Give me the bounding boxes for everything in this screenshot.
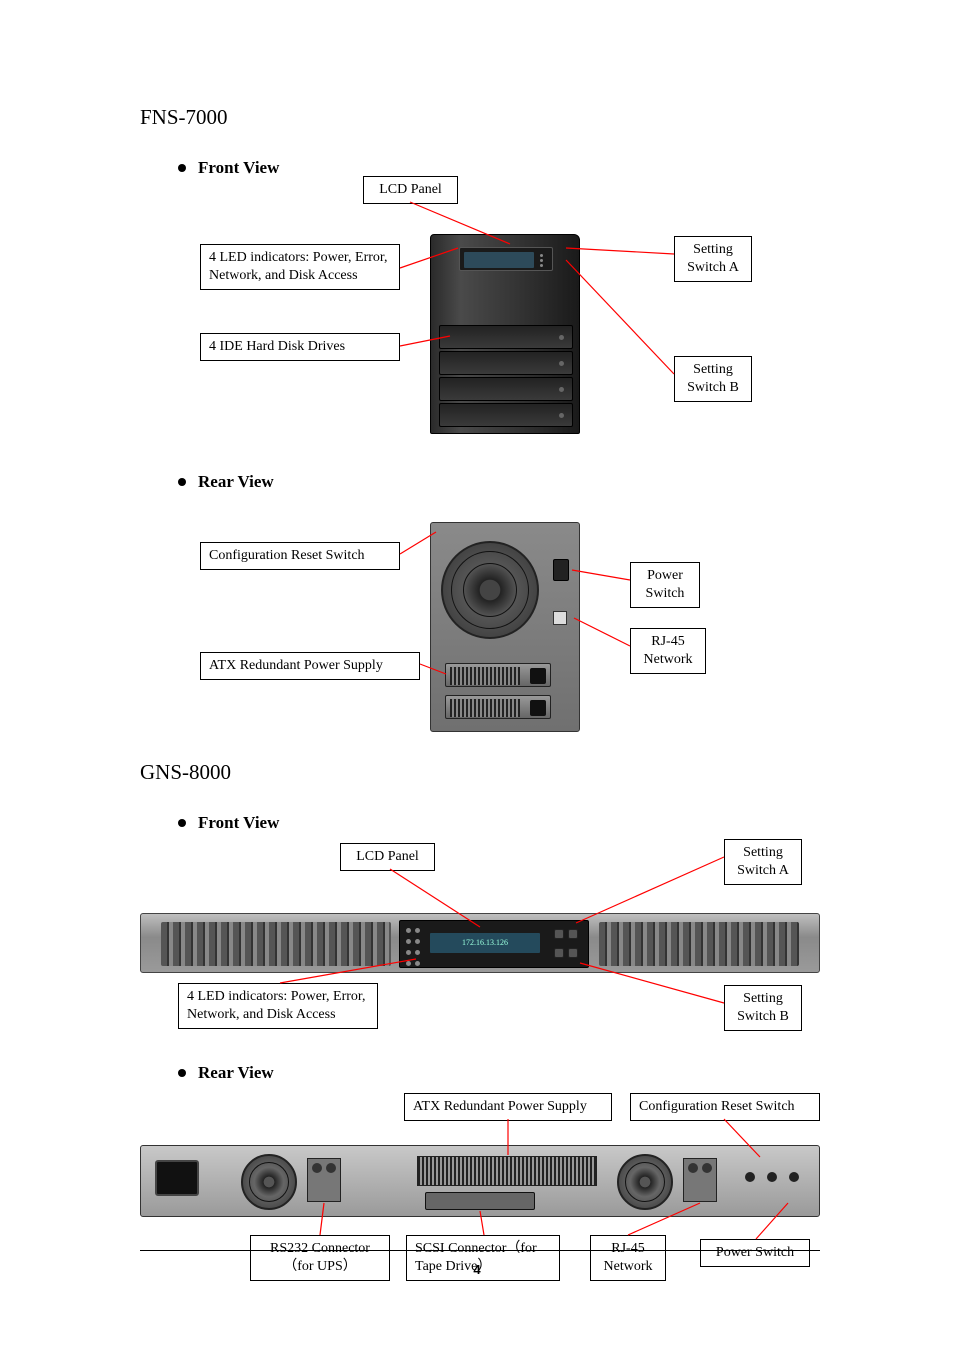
label-power: Power Switch: [630, 562, 700, 608]
center-panel: 172.16.13.126: [399, 920, 589, 968]
label-lcd: LCD Panel: [340, 843, 435, 871]
lcd-display-icon: 172.16.13.126: [430, 933, 540, 953]
label-switch-b: Setting Switch B: [674, 356, 752, 402]
fns-tower-rear: [430, 522, 580, 732]
scsi-connector-icon: [425, 1192, 535, 1210]
vent-icon: [599, 922, 799, 966]
fns-rear-diagram: Configuration Reset Switch ATX Redundant…: [140, 502, 820, 742]
fns-front-heading: Front View: [198, 158, 279, 178]
label-psu: ATX Redundant Power Supply: [200, 652, 420, 680]
bullet-icon: [178, 164, 186, 172]
label-switch-b: Setting Switch B: [724, 985, 802, 1031]
psu-grille-icon: [417, 1156, 597, 1186]
gns-front-diagram: LCD Panel Setting Switch A 172.16.13.126…: [140, 843, 820, 1063]
fns-rear-heading-row: Rear View: [178, 472, 820, 492]
page-number: 4: [0, 1262, 954, 1277]
fan-icon: [441, 541, 539, 639]
port-block-icon: [307, 1158, 341, 1202]
label-drives: 4 IDE Hard Disk Drives: [200, 333, 400, 361]
label-reset: Configuration Reset Switch: [630, 1093, 820, 1121]
iec-inlet-icon: [155, 1160, 199, 1196]
rj45-icon: [553, 611, 567, 625]
gns-front-heading-row: Front View: [178, 813, 820, 833]
label-switch-a: Setting Switch A: [724, 839, 802, 885]
port-icon: [789, 1172, 799, 1182]
power-switch-icon: [553, 559, 569, 581]
bullet-icon: [178, 819, 186, 827]
model-title-gns: GNS-8000: [140, 760, 820, 785]
port-icon: [767, 1172, 777, 1182]
label-reset: Configuration Reset Switch: [200, 542, 400, 570]
gns-rear-heading-row: Rear View: [178, 1063, 820, 1083]
label-switch-a: Setting Switch A: [674, 236, 752, 282]
port-block-icon: [683, 1158, 717, 1202]
gns-rack-rear: [140, 1145, 820, 1217]
vent-icon: [161, 922, 391, 966]
gns-rear-heading: Rear View: [198, 1063, 274, 1083]
footer-rule: [140, 1250, 820, 1251]
fns-tower-front: [430, 234, 580, 434]
drive-bays-icon: [439, 325, 573, 429]
fan-icon: [241, 1154, 297, 1210]
fns-front-heading-row: Front View: [178, 158, 820, 178]
bullet-icon: [178, 1069, 186, 1077]
label-rj45: RJ-45 Network: [630, 628, 706, 674]
label-psu: ATX Redundant Power Supply: [404, 1093, 612, 1121]
gns-rack-front: 172.16.13.126: [140, 913, 820, 973]
gns-front-heading: Front View: [198, 813, 279, 833]
fan-icon: [617, 1154, 673, 1210]
label-leds: 4 LED indicators: Power, Error, Network,…: [178, 983, 378, 1029]
gns-rear-diagram: ATX Redundant Power Supply Configuration…: [140, 1093, 820, 1313]
fns-front-diagram: LCD Panel 4 LED indicators: Power, Error…: [140, 188, 820, 468]
led-group-icon: [404, 925, 426, 965]
settings-buttons-icon: [552, 927, 582, 963]
bullet-icon: [178, 478, 186, 486]
fns-rear-heading: Rear View: [198, 472, 274, 492]
port-icon: [745, 1172, 755, 1182]
model-title-fns: FNS-7000: [140, 105, 820, 130]
psu-slot-icon: [445, 695, 551, 719]
lcd-panel-icon: [459, 247, 553, 271]
label-lcd: LCD Panel: [363, 176, 458, 204]
label-leds: 4 LED indicators: Power, Error, Network,…: [200, 244, 400, 290]
psu-slot-icon: [445, 663, 551, 687]
